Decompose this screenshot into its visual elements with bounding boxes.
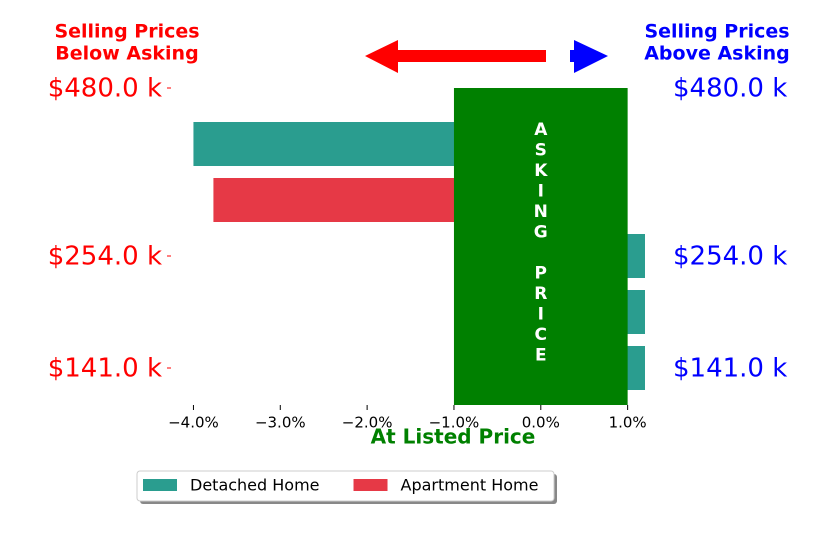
legend-label: Apartment Home	[401, 476, 539, 495]
legend-swatch	[143, 479, 177, 491]
annotation: Selling Prices	[54, 21, 199, 43]
y-tick-label: $141.0 k	[48, 354, 162, 384]
annotation: Selling Prices	[644, 21, 789, 43]
y-tick-label-right: $254.0 k	[673, 242, 787, 272]
legend-swatch	[353, 479, 388, 491]
y-tick-label: $480.0 k	[48, 74, 162, 104]
annotation: Below Asking	[55, 43, 198, 65]
arrow-left	[365, 40, 546, 73]
legend-box	[136, 470, 555, 502]
x-tick-label: −1.0%	[429, 414, 480, 432]
annotation: Above Asking	[644, 43, 790, 65]
y-tick-label-right: $480.0 k	[673, 74, 787, 104]
legend-label: Detached Home	[190, 476, 320, 495]
x-axis-label: At Listed Price	[371, 425, 536, 449]
x-tick-label: −4.0%	[168, 414, 219, 432]
x-tick-label: −3.0%	[255, 414, 306, 432]
y-tick-label: $254.0 k	[48, 242, 162, 272]
asking-band	[453, 88, 628, 405]
x-tick-label: −2.0%	[342, 414, 393, 432]
arrow-right	[570, 40, 608, 73]
y-tick-label-right: $141.0 k	[673, 354, 787, 384]
x-tick-label: 1.0%	[609, 414, 647, 432]
x-tick-label: 0.0%	[522, 414, 560, 432]
